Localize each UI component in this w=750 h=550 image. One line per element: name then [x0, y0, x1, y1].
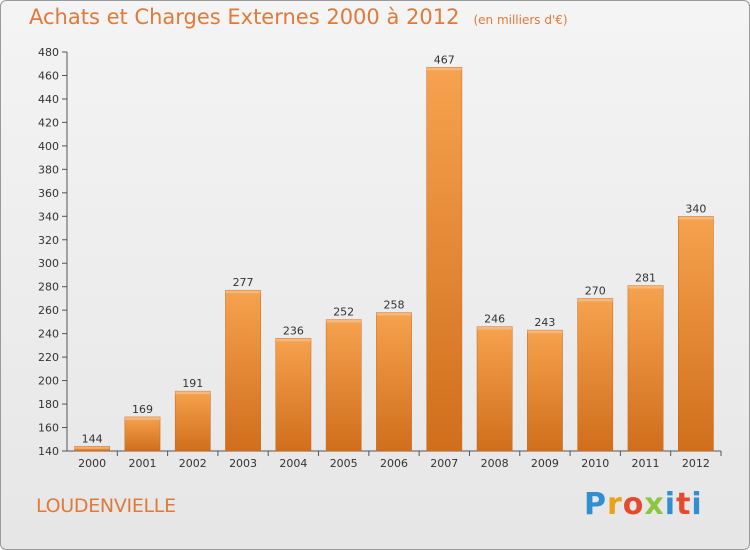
x-tick-label: 2011	[632, 457, 660, 470]
y-tick-label: 360	[38, 187, 59, 200]
data-label: 467	[434, 53, 455, 66]
x-tick-label: 2009	[531, 457, 559, 470]
data-label: 252	[333, 306, 354, 319]
y-tick-label: 240	[38, 328, 59, 341]
bar-highlight	[678, 216, 714, 220]
bar-2009	[527, 329, 563, 452]
data-label: 277	[233, 276, 254, 289]
data-label: 169	[132, 403, 153, 416]
y-tick-label: 480	[38, 46, 59, 59]
bar-2001	[124, 416, 161, 452]
x-tick-label: 2006	[380, 457, 408, 470]
bar-2012	[677, 216, 714, 452]
x-tick-label: 2001	[128, 457, 156, 470]
y-tick-label: 260	[38, 304, 59, 317]
y-tick-label: 400	[38, 140, 59, 153]
x-tick-label: 2007	[430, 457, 458, 470]
bar-2000	[74, 446, 111, 452]
bar-highlight	[577, 298, 613, 302]
bar-2006	[376, 312, 412, 452]
x-tick-label: 2005	[330, 457, 358, 470]
y-tick-label: 200	[38, 375, 59, 388]
bar-2008	[476, 326, 513, 452]
y-tick-label: 140	[38, 445, 59, 458]
bar-2003	[225, 289, 261, 452]
bar-2010	[577, 298, 614, 452]
logo-letter: t	[676, 487, 692, 522]
logo-letter: P	[584, 487, 607, 522]
bars	[74, 67, 714, 452]
logo-letter: r	[607, 487, 623, 522]
bar-highlight	[426, 67, 462, 71]
proxiti-logo[interactable]: Proxiti	[584, 487, 703, 522]
bar-highlight	[124, 416, 161, 420]
logo-letter: o	[622, 487, 645, 522]
bar-highlight	[627, 285, 664, 289]
bar-highlight	[376, 312, 412, 316]
bar-highlight	[527, 330, 563, 334]
x-tick-label: 2002	[179, 457, 207, 470]
title-line: Achats et Charges Externes 2000 à 2012 (e…	[29, 5, 568, 29]
data-label: 258	[384, 299, 405, 312]
chart-unit-label: (en milliers d'€)	[473, 13, 568, 27]
y-tick-label: 340	[38, 210, 59, 223]
x-tick-label: 2000	[78, 457, 106, 470]
y-tick-label: 160	[38, 422, 59, 435]
y-tick-label: 320	[38, 234, 59, 247]
x-axis: 2000 2001 2002 2003 2004 2005 2006 2007 2008 2009…	[67, 450, 722, 470]
bar-highlight	[74, 446, 110, 450]
data-labels: 144 169 191 277 236 252 258 467 246 243 270 281 340	[82, 53, 707, 445]
x-tick-label: 2003	[229, 457, 257, 470]
data-label: 236	[283, 324, 304, 337]
chart-title: Achats et Charges Externes 2000 à 2012	[29, 5, 460, 29]
logo-letter: i	[691, 487, 703, 522]
y-axis: 140 160 180 200 220 240 260 280 300 320 340 360 380 4…	[38, 46, 68, 458]
bar-2007	[426, 67, 463, 452]
data-label: 191	[182, 377, 203, 390]
commune-name: LOUDENVIELLE	[36, 495, 176, 517]
logo-letter: x	[644, 487, 665, 522]
x-tick-label: 2010	[581, 457, 609, 470]
y-tick-label: 420	[38, 116, 59, 129]
data-label: 340	[685, 202, 706, 215]
y-tick-label: 380	[38, 163, 59, 176]
bar-2002	[174, 390, 211, 452]
y-tick-label: 460	[38, 69, 59, 82]
data-label: 281	[635, 272, 656, 285]
bar-highlight	[326, 319, 362, 323]
x-tick-label: 2004	[279, 457, 307, 470]
data-label: 246	[484, 313, 505, 326]
y-tick-label: 220	[38, 351, 59, 364]
x-tick-label: 2008	[481, 457, 509, 470]
bar-2005	[325, 319, 362, 452]
data-label: 270	[585, 284, 606, 297]
y-tick-label: 180	[38, 398, 59, 411]
data-label: 243	[534, 316, 555, 329]
x-tick-label: 2012	[682, 457, 710, 470]
data-label: 144	[82, 432, 103, 445]
logo-letter: i	[664, 487, 677, 522]
bar-2011	[627, 285, 664, 452]
y-tick-label: 300	[38, 257, 59, 270]
bar-highlight	[275, 338, 311, 342]
bar-highlight	[225, 290, 261, 294]
bar-highlight	[477, 326, 513, 330]
y-tick-label: 440	[38, 93, 59, 106]
y-tick-label: 280	[38, 281, 59, 294]
bar-highlight	[175, 391, 211, 395]
bar-2004	[275, 338, 312, 452]
